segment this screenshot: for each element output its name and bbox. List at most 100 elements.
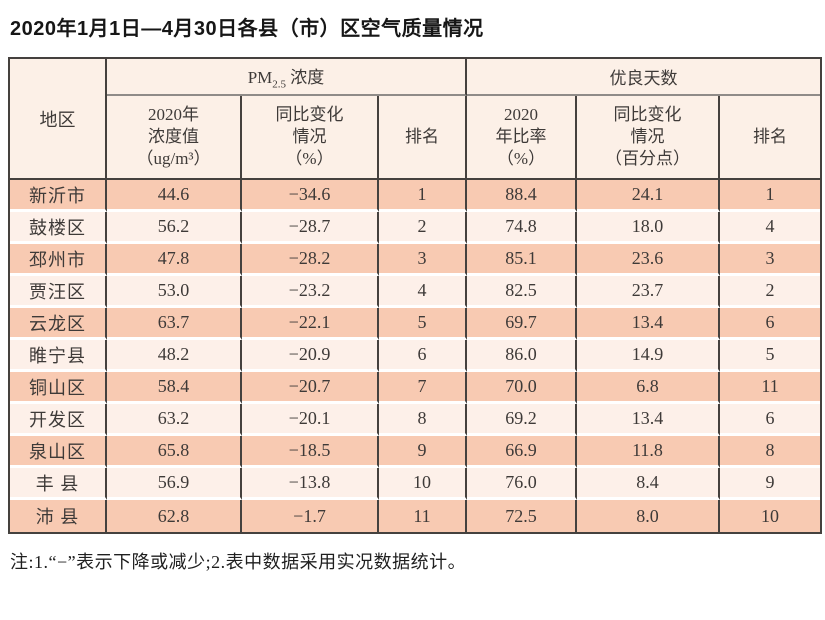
days-change-cell: 24.1 [577, 180, 721, 212]
days-change-cell: 23.7 [577, 276, 721, 308]
header-group-row: 地区 PM2.5 浓度 优良天数 [10, 59, 821, 180]
header-days-group: 优良天数 [467, 59, 821, 96]
pm-value-cell: 62.8 [107, 500, 242, 532]
days-rate-cell: 66.9 [467, 436, 578, 468]
days-change-cell: 11.8 [577, 436, 721, 468]
days-change-cell: 8.0 [577, 500, 721, 532]
region-cell: 开发区 [10, 404, 107, 436]
header-sub-row: 2020年 浓度值 （ug/m³） 同比变化 情况 （%） 排名 2020 年比… [10, 96, 821, 180]
pm-change-cell: −13.8 [242, 468, 379, 500]
pm-value-cell: 47.8 [107, 244, 242, 276]
table-row: 贾汪区 53.0 −23.2 4 82.5 23.7 2 [10, 276, 821, 308]
footnote: 注:1.“−”表示下降或减少;2.表中数据采用实况数据统计。 [10, 552, 467, 572]
region-cell: 邳州市 [10, 244, 107, 276]
pm-value-cell: 63.7 [107, 308, 242, 340]
pm-rank-cell: 2 [379, 212, 468, 244]
pm-value-cell: 65.8 [107, 436, 242, 468]
header-days-rank: 排名 [720, 96, 821, 180]
days-rate-cell: 86.0 [467, 340, 578, 372]
days-rate-cell: 69.7 [467, 308, 578, 340]
days-rank-cell: 4 [720, 212, 821, 244]
days-change-cell: 13.4 [577, 404, 721, 436]
pm-rank-cell: 3 [379, 244, 468, 276]
pm-rank-cell: 7 [379, 372, 468, 404]
pm-rank-cell: 5 [379, 308, 468, 340]
region-cell: 沛 县 [10, 500, 107, 532]
days-rank-cell: 3 [720, 244, 821, 276]
days-rank-cell: 11 [720, 372, 821, 404]
region-cell: 睢宁县 [10, 340, 107, 372]
pm-rank-cell: 1 [379, 180, 468, 212]
header-pm-change: 同比变化 情况 （%） [242, 96, 379, 180]
pm-value-cell: 48.2 [107, 340, 242, 372]
header-region: 地区 [10, 59, 107, 180]
header-days-change: 同比变化 情况 （百分点） [577, 96, 721, 180]
region-cell: 贾汪区 [10, 276, 107, 308]
days-rate-cell: 88.4 [467, 180, 578, 212]
pm-rank-cell: 6 [379, 340, 468, 372]
pm-change-cell: −34.6 [242, 180, 379, 212]
days-change-cell: 6.8 [577, 372, 721, 404]
days-rank-cell: 6 [720, 308, 821, 340]
table-row: 云龙区 63.7 −22.1 5 69.7 13.4 6 [10, 308, 821, 340]
days-rate-cell: 82.5 [467, 276, 578, 308]
days-rate-cell: 72.5 [467, 500, 578, 532]
header-pm-value: 2020年 浓度值 （ug/m³） [107, 96, 242, 180]
pm-value-cell: 58.4 [107, 372, 242, 404]
pm-label-subscript: 2.5 [272, 78, 287, 91]
days-change-cell: 23.6 [577, 244, 721, 276]
pm-rank-cell: 11 [379, 500, 468, 532]
days-rank-cell: 10 [720, 500, 821, 532]
days-rank-cell: 6 [720, 404, 821, 436]
table-row: 泉山区 65.8 −18.5 9 66.9 11.8 8 [10, 436, 821, 468]
days-change-cell: 13.4 [577, 308, 721, 340]
pm-value-cell: 56.2 [107, 212, 242, 244]
pm-change-cell: −22.1 [242, 308, 379, 340]
table-header: 地区 PM2.5 浓度 优良天数 2020年 浓度值 （ug/m³） 同比变化 … [10, 59, 821, 180]
pm-value-cell: 56.9 [107, 468, 242, 500]
days-rank-cell: 5 [720, 340, 821, 372]
pm-rank-cell: 10 [379, 468, 468, 500]
table-row: 新沂市 44.6 −34.6 1 88.4 24.1 1 [10, 180, 821, 212]
pm-change-cell: −20.1 [242, 404, 379, 436]
header-pm-group: PM2.5 浓度 [107, 59, 468, 96]
region-cell: 云龙区 [10, 308, 107, 340]
pm-change-cell: −28.2 [242, 244, 379, 276]
table-row: 鼓楼区 56.2 −28.7 2 74.8 18.0 4 [10, 212, 821, 244]
days-change-cell: 18.0 [577, 212, 721, 244]
table-row: 沛 县 62.8 −1.7 11 72.5 8.0 10 [10, 500, 821, 532]
table-row: 铜山区 58.4 −20.7 7 70.0 6.8 11 [10, 372, 821, 404]
days-rank-cell: 1 [720, 180, 821, 212]
pm-label-suffix: 浓度 [286, 67, 325, 87]
pm-value-cell: 44.6 [107, 180, 242, 212]
days-rate-cell: 69.2 [467, 404, 578, 436]
pm-change-cell: −28.7 [242, 212, 379, 244]
pm-value-cell: 63.2 [107, 404, 242, 436]
pm-rank-cell: 4 [379, 276, 468, 308]
days-change-cell: 14.9 [577, 340, 721, 372]
air-quality-table: 地区 PM2.5 浓度 优良天数 2020年 浓度值 （ug/m³） 同比变化 … [8, 57, 823, 534]
pm-change-cell: −20.7 [242, 372, 379, 404]
days-change-cell: 8.4 [577, 468, 721, 500]
days-rate-cell: 74.8 [467, 212, 578, 244]
page-title: 2020年1月1日—4月30日各县（市）区空气质量情况 [10, 18, 484, 40]
region-cell: 泉山区 [10, 436, 107, 468]
region-cell: 铜山区 [10, 372, 107, 404]
days-rate-cell: 70.0 [467, 372, 578, 404]
pm-change-cell: −20.9 [242, 340, 379, 372]
pm-change-cell: −23.2 [242, 276, 379, 308]
table-body: 新沂市 44.6 −34.6 1 88.4 24.1 1 鼓楼区 56.2 −28.7 2 74.8 1… [10, 180, 821, 532]
pm-change-cell: −1.7 [242, 500, 379, 532]
days-rank-cell: 9 [720, 468, 821, 500]
region-cell: 丰 县 [10, 468, 107, 500]
table-row: 开发区 63.2 −20.1 8 69.2 13.4 6 [10, 404, 821, 436]
table-row: 丰 县 56.9 −13.8 10 76.0 8.4 9 [10, 468, 821, 500]
header-pm-rank: 排名 [379, 96, 468, 180]
region-cell: 新沂市 [10, 180, 107, 212]
pm-value-cell: 53.0 [107, 276, 242, 308]
table-row: 睢宁县 48.2 −20.9 6 86.0 14.9 5 [10, 340, 821, 372]
pm-rank-cell: 8 [379, 404, 468, 436]
page: 2020年1月1日—4月30日各县（市）区空气质量情况 地区 PM2.5 浓度 … [8, 18, 823, 572]
pm-rank-cell: 9 [379, 436, 468, 468]
pm-change-cell: −18.5 [242, 436, 379, 468]
